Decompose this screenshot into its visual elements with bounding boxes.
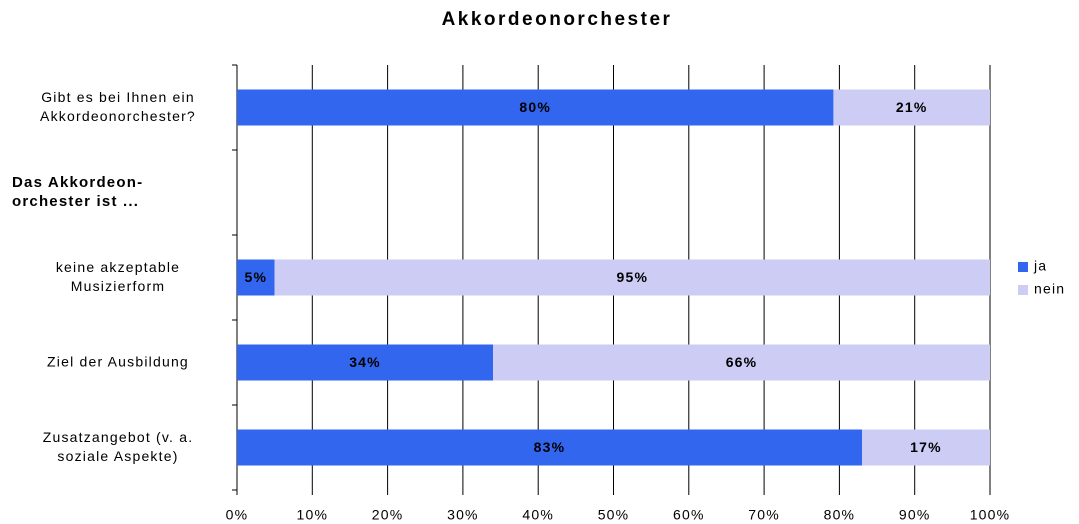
x-tick-label: 0% [226,507,249,523]
data-label: 80% [519,99,551,115]
data-label: 34% [349,354,381,370]
x-tick-label: 60% [673,507,705,523]
bar-segment [861,429,990,466]
data-label: 17% [910,439,942,455]
bar-segment [237,429,862,466]
bar-segment [237,259,275,296]
legend-swatch [1018,285,1028,295]
data-label: 83% [534,439,566,455]
x-tick-label: 90% [899,507,931,523]
bar-segment [237,89,834,126]
y-tick-label: Ziel der Ausbildung [47,353,189,369]
chart-title: Akkordeonorchester [442,9,673,30]
data-label: 5% [245,269,268,285]
data-label: 21% [896,99,928,115]
y-tick-label: Zusatzangebot (v. a. soziale Aspekte) [43,429,194,464]
legend-swatch [1018,262,1028,272]
x-tick-label: 30% [447,507,479,523]
x-tick-label: 20% [372,507,404,523]
x-tick-label: 100% [970,507,1011,523]
y-tick-label: keine akzeptable Musizierform [56,259,180,294]
x-tick-label: 50% [598,507,630,523]
group-header: Das Akkordeon-orchester ist ... [12,174,143,210]
x-tick-label: 40% [522,507,554,523]
legend-label: nein [1034,281,1065,297]
data-label: 66% [726,354,758,370]
bar-segment [237,344,494,381]
legend-label: ja [1033,258,1047,274]
x-tick-label: 80% [824,507,856,523]
bar-segment [493,344,990,381]
x-tick-label: 70% [748,507,780,523]
bar-segment [274,259,990,296]
y-tick-label: Gibt es bei Ihnen ein Akkordeonorchester? [40,89,196,124]
bar-segment [833,89,990,126]
x-tick-label: 10% [296,507,328,523]
data-label: 95% [617,269,649,285]
